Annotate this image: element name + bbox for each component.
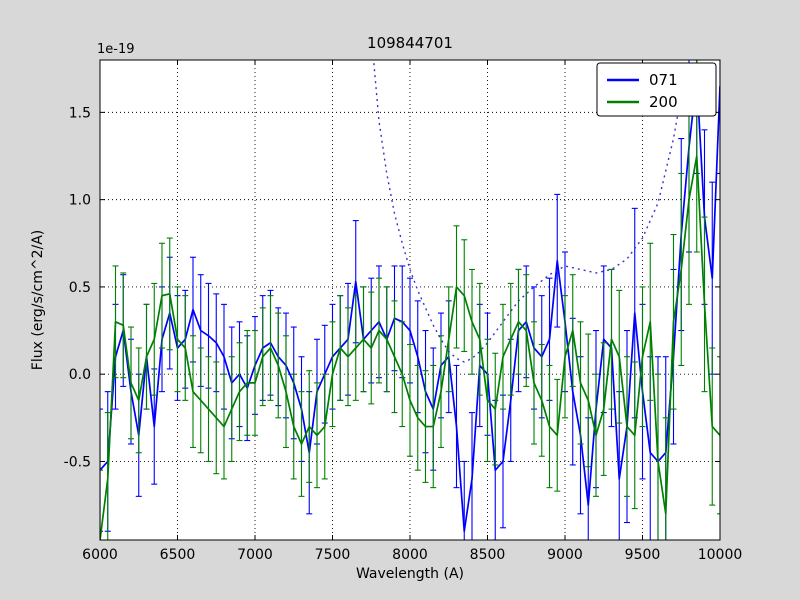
y-tick-label: 1.5	[69, 105, 91, 121]
tick-labels: 6000 6500 7000 7500 8000 8500 9000 9500 10000 -0.…	[64, 105, 743, 563]
y-tick-label: 0.5	[69, 280, 91, 296]
x-tick-label: 8000	[392, 547, 428, 563]
y-tick-label: 0.0	[69, 367, 91, 383]
y-axis-offset-text: 1e-19	[97, 42, 135, 57]
y-tick-label: -0.5	[64, 454, 91, 470]
x-tick-label: 6500	[160, 547, 196, 563]
x-tick-label: 6000	[82, 547, 118, 563]
legend: 071 200	[596, 62, 717, 117]
x-tick-label: 7500	[315, 547, 351, 563]
x-tick-label: 9000	[547, 547, 583, 563]
legend-label-071: 071	[649, 71, 678, 89]
plot-title: 109844701	[367, 34, 453, 52]
y-tick-label: 1.0	[69, 193, 91, 209]
legend-label-200: 200	[649, 93, 678, 111]
x-tick-label: 9500	[625, 547, 661, 563]
series-line-071	[100, 76, 720, 533]
x-axis-label: Wavelength (A)	[356, 566, 464, 582]
x-tick-label: 7000	[237, 547, 273, 563]
y-axis-label: Flux (erg/s/cm^2/A)	[30, 230, 46, 370]
series-line-200	[100, 155, 720, 540]
data-layer	[100, 60, 720, 540]
x-tick-label: 10000	[698, 547, 743, 563]
x-tick-label: 8500	[470, 547, 506, 563]
noise-curve	[372, 60, 689, 363]
axes-frame	[99, 59, 721, 541]
series-200	[100, 60, 720, 540]
